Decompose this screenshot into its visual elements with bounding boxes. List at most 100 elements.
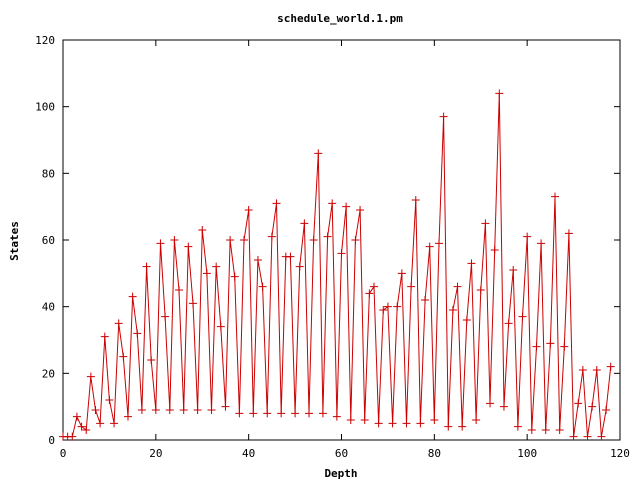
data-point [416, 419, 425, 428]
data-point [388, 419, 397, 428]
data-point [421, 296, 430, 304]
data-point [240, 236, 249, 244]
data-point [527, 426, 536, 434]
chart-title: schedule_world.1.pm [277, 12, 403, 25]
data-point [430, 416, 439, 424]
data-point [458, 422, 467, 431]
data-point [170, 236, 179, 244]
data-point [369, 282, 378, 291]
data-point [541, 426, 550, 434]
data-point [574, 399, 583, 408]
series-plot [59, 89, 615, 441]
data-point [68, 432, 77, 441]
data-point [602, 406, 611, 414]
data-point [309, 236, 318, 244]
data-point [578, 366, 587, 374]
data-point [184, 242, 193, 251]
data-point [300, 219, 309, 228]
data-point [305, 409, 314, 418]
data-point [509, 266, 518, 274]
data-point [462, 316, 471, 324]
data-point [407, 282, 416, 291]
data-point [481, 219, 490, 228]
data-point [564, 229, 573, 238]
data-point [351, 236, 360, 244]
data-point [119, 352, 128, 361]
data-point [551, 192, 560, 201]
data-point [318, 409, 327, 418]
data-point [328, 199, 337, 208]
data-point [96, 419, 105, 428]
data-point [267, 232, 276, 241]
data-point [272, 199, 281, 208]
data-point [114, 319, 123, 328]
data-point [323, 232, 332, 241]
data-point [346, 416, 355, 424]
data-point [555, 426, 564, 434]
data-point [156, 239, 165, 248]
x-tick-label: 40 [242, 447, 255, 460]
x-tick-label: 120 [610, 447, 630, 460]
data-point [411, 196, 420, 204]
y-tick-label: 40 [42, 301, 55, 314]
data-point [165, 406, 174, 414]
data-point [383, 302, 392, 311]
data-point [439, 112, 448, 121]
data-point [606, 362, 615, 371]
data-point [91, 406, 100, 414]
data-point [332, 412, 341, 421]
data-point [295, 262, 304, 271]
data-point [161, 312, 170, 321]
data-point [374, 419, 383, 428]
data-point [179, 406, 188, 414]
data-point [365, 289, 374, 298]
data-point [198, 226, 207, 234]
x-tick-label: 80 [428, 447, 441, 460]
y-tick-label: 120 [35, 34, 55, 47]
data-point [379, 306, 388, 314]
data-point [546, 339, 555, 348]
data-point [569, 432, 578, 441]
x-tick-label: 100 [517, 447, 537, 460]
data-point [226, 236, 235, 244]
data-point [588, 402, 597, 411]
data-point [592, 366, 601, 374]
y-tick-label: 20 [42, 367, 55, 380]
data-point [110, 419, 119, 428]
data-point [337, 249, 346, 258]
data-point [597, 432, 606, 441]
data-point [100, 332, 109, 341]
data-point [207, 406, 216, 414]
data-point [532, 342, 541, 351]
data-point [537, 239, 546, 248]
data-point [221, 402, 230, 411]
data-point [342, 202, 351, 211]
data-point [425, 242, 434, 251]
data-point [249, 409, 258, 418]
data-point [448, 306, 457, 314]
x-axis-label: Depth [324, 467, 357, 480]
data-point [216, 322, 225, 331]
data-point [444, 422, 453, 431]
data-point [518, 312, 527, 321]
y-axis-label: States [8, 221, 21, 261]
axes: 0 20 40 60 80 100 120 0 20 40 60 80 100 120 [35, 34, 630, 460]
x-tick-label: 0 [60, 447, 67, 460]
data-point [86, 372, 95, 381]
data-point [253, 256, 262, 264]
data-point [402, 419, 411, 428]
data-point [291, 409, 300, 418]
data-point [476, 286, 485, 294]
data-point [504, 319, 513, 328]
data-point [499, 402, 508, 411]
data-point [286, 252, 295, 261]
data-point [434, 239, 443, 248]
data-point [175, 286, 184, 294]
data-point [142, 262, 151, 271]
data-point [244, 206, 253, 214]
data-point [193, 406, 202, 414]
data-point [560, 342, 569, 351]
data-point [82, 426, 91, 434]
data-point [230, 272, 239, 281]
